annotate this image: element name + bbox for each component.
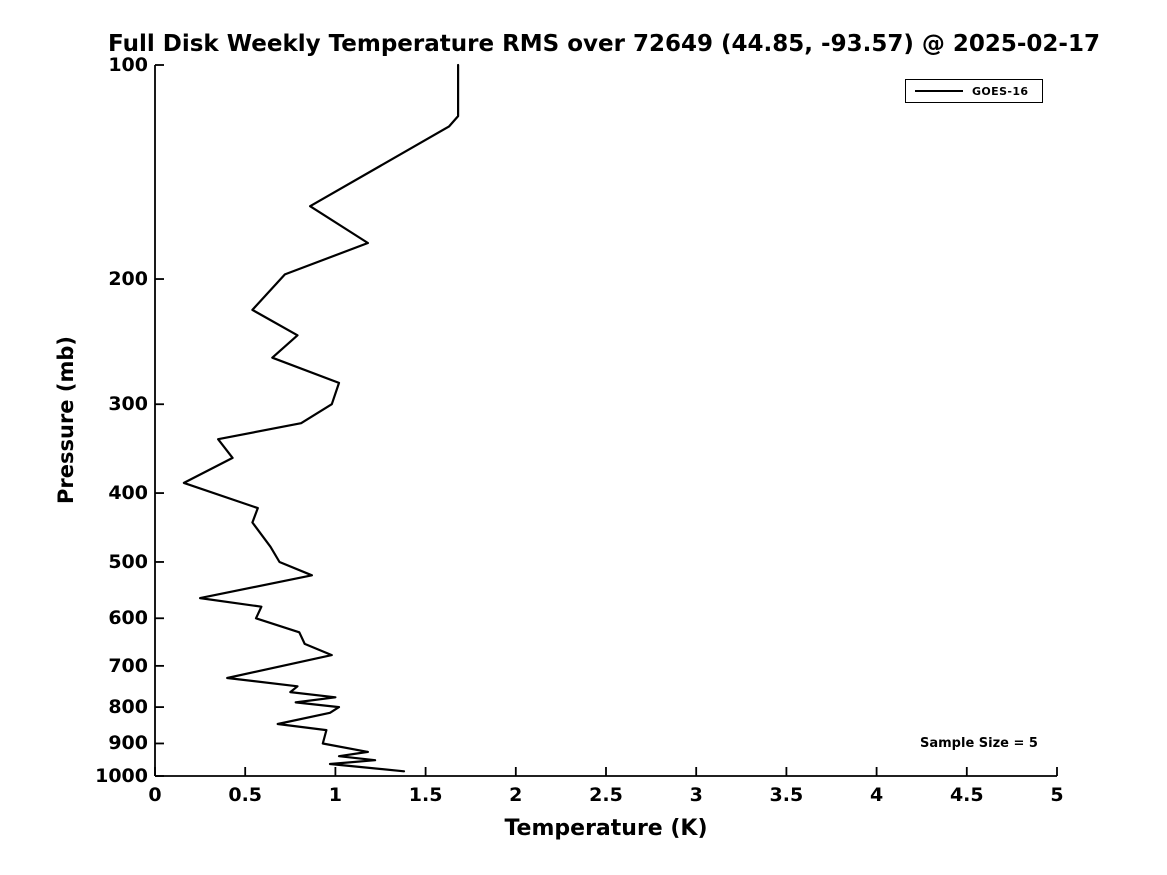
x-tick-label: 1.5 — [408, 784, 443, 806]
x-tick-label: 1 — [328, 784, 343, 806]
chart-title: Full Disk Weekly Temperature RMS over 72… — [108, 31, 1100, 57]
y-tick-label: 500 — [108, 550, 148, 573]
data-series-line — [182, 63, 460, 773]
y-tick-label: 300 — [108, 393, 148, 416]
x-tick-label: 3 — [689, 784, 703, 806]
y-tick-label: 200 — [108, 268, 148, 291]
x-tick-label: 4 — [869, 784, 884, 806]
y-tick-label: 700 — [108, 654, 148, 677]
y-tick-label: 900 — [108, 732, 148, 755]
x-tick-label: 4.5 — [949, 784, 984, 806]
y-tick-label: 800 — [108, 696, 148, 719]
y-tick-label: 100 — [108, 54, 148, 76]
legend-box: GOES-16 — [905, 79, 1043, 103]
legend-label: GOES-16 — [972, 84, 1029, 98]
y-tick-label: 400 — [108, 482, 148, 505]
x-tick-label: 0 — [148, 784, 162, 806]
x-tick-label: 3.5 — [769, 784, 804, 806]
x-tick-label: 0.5 — [228, 784, 263, 806]
x-tick-label: 2.5 — [589, 784, 623, 806]
x-tick-label: 5 — [1050, 784, 1064, 806]
sample-size-annotation: Sample Size = 5 — [920, 736, 1038, 751]
x-axis-label: Temperature (K) — [504, 816, 708, 841]
legend-line-sample — [915, 90, 963, 92]
x-tick-label: 2 — [509, 784, 523, 806]
y-tick-label: 600 — [108, 607, 148, 630]
y-tick-label: 1000 — [95, 765, 148, 787]
